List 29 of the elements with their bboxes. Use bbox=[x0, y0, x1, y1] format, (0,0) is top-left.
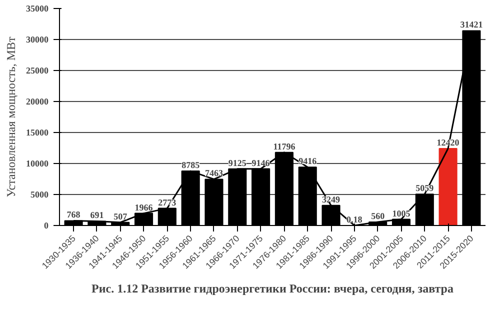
data-label: 768 bbox=[66, 210, 81, 220]
data-label: 3249 bbox=[322, 194, 341, 204]
y-tick-label: 0 bbox=[44, 220, 49, 230]
data-label: 31421 bbox=[460, 20, 484, 30]
data-label: 12420 bbox=[436, 137, 460, 148]
text: Рис. 1.12 Развитие гидроэнергетики России: вчера, сегодня, завтра bbox=[92, 282, 454, 296]
data-label: 5059 bbox=[416, 183, 434, 194]
y-tick-label: 30000 bbox=[26, 34, 49, 44]
data-label: 507 bbox=[114, 211, 128, 222]
data-label: 2773 bbox=[158, 197, 177, 208]
data-label: 0,18 bbox=[346, 214, 363, 224]
y-axis-title: Установленная мощность, МВт bbox=[4, 36, 18, 198]
y-tick-label: 15000 bbox=[26, 128, 49, 138]
y-tick-label: 25000 bbox=[26, 66, 49, 76]
y-tick-label: 35000 bbox=[26, 4, 49, 14]
data-label: 691 bbox=[90, 210, 104, 220]
data-label: 9416 bbox=[298, 156, 318, 166]
data-label: 8785 bbox=[182, 160, 200, 170]
data-label: 560 bbox=[371, 211, 386, 222]
data-label: 1966 bbox=[134, 202, 154, 212]
bar bbox=[438, 148, 458, 226]
data-label: 9125 bbox=[228, 158, 247, 168]
data-label: 9146 bbox=[252, 158, 270, 168]
data-label: 1005 bbox=[392, 208, 411, 218]
data-label: 7463 bbox=[204, 168, 224, 178]
data-label: 11796 bbox=[273, 141, 296, 152]
y-tick-label: 5000 bbox=[30, 190, 49, 200]
y-tick-label: 10000 bbox=[26, 158, 49, 168]
y-tick-label: 20000 bbox=[26, 96, 49, 106]
